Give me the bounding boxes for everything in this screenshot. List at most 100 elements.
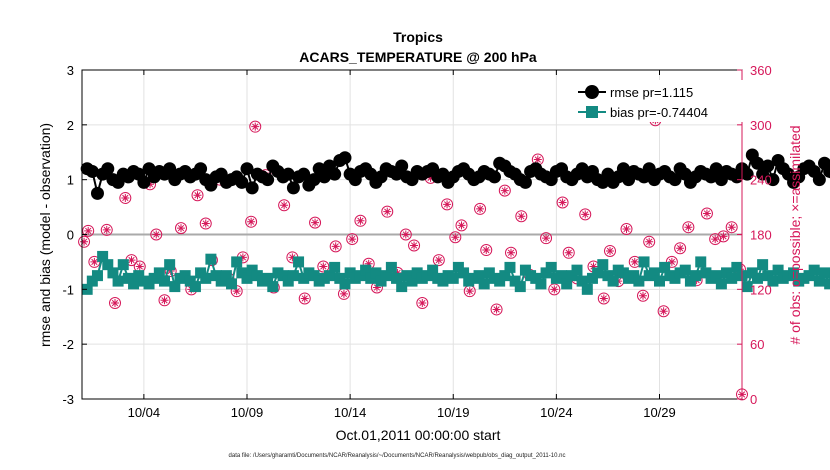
bias-point xyxy=(200,272,212,284)
rmse-point xyxy=(740,167,754,181)
obs-possible-marker xyxy=(100,223,113,236)
bias-point xyxy=(458,267,470,279)
obs-assimilated-marker xyxy=(465,287,474,296)
obs-possible-marker xyxy=(441,198,454,211)
bias-point xyxy=(339,278,351,290)
obs-possible-marker xyxy=(725,221,738,234)
bias-point xyxy=(679,264,691,276)
obs-assimilated-marker xyxy=(84,226,93,235)
obs-assimilated-marker xyxy=(434,256,443,265)
obs-possible-marker xyxy=(158,294,171,307)
obs-possible-marker xyxy=(597,292,610,305)
obs-possible-marker xyxy=(432,254,445,267)
obs-assimilated-marker xyxy=(507,248,515,257)
obs-possible-marker xyxy=(620,223,633,236)
bias-point xyxy=(767,275,779,287)
obs-assimilated-marker xyxy=(80,237,89,246)
obs-assimilated-marker xyxy=(702,209,711,218)
bias-point xyxy=(690,270,702,282)
rmse-point xyxy=(281,167,295,181)
obs-assimilated-marker xyxy=(533,155,542,164)
obs-possible-marker xyxy=(637,289,649,302)
bias-point xyxy=(545,261,557,273)
obs-assimilated-marker xyxy=(581,210,590,219)
rmse-point xyxy=(297,167,311,181)
obs-count-point xyxy=(700,207,713,220)
obs-count-point xyxy=(158,294,171,307)
obs-count-point xyxy=(455,219,468,232)
bias-point xyxy=(576,275,588,287)
obs-possible-marker xyxy=(298,292,311,305)
rmse-point xyxy=(101,162,115,176)
bias-point xyxy=(324,270,335,282)
bias-point xyxy=(241,272,253,284)
obs-assimilated-marker xyxy=(711,235,720,244)
rmse-series xyxy=(80,148,830,200)
obs-assimilated-marker xyxy=(500,186,509,195)
obs-assimilated-marker xyxy=(426,173,435,182)
obs-assimilated-marker xyxy=(90,257,99,266)
obs-possible-marker xyxy=(717,230,730,243)
obs-assimilated-marker xyxy=(280,201,289,210)
obs-possible-marker xyxy=(540,232,553,245)
axis-ticks: 10/04 10/09 10/14 10/19 10/24 10/29 -3 -2 -1 0 1 2 3… xyxy=(62,63,771,420)
obs-count-point xyxy=(556,196,569,209)
obs-assimilated-marker xyxy=(645,237,654,246)
obs-assimilated-marker xyxy=(331,242,340,251)
obs-possible-marker xyxy=(381,205,394,218)
bias-point xyxy=(91,270,103,282)
y-left-tick-label: -1 xyxy=(62,282,74,297)
obs-count-point xyxy=(597,292,610,305)
obs-count-point xyxy=(329,240,342,253)
x-tick-label: 10/09 xyxy=(231,405,264,420)
obs-assimilated-marker xyxy=(401,230,410,239)
obs-assimilated-marker xyxy=(319,262,328,271)
obs-assimilated-marker xyxy=(482,246,491,255)
obs-possible-marker xyxy=(245,215,258,228)
obs-assimilated-marker xyxy=(542,234,551,243)
rmse-point xyxy=(750,156,764,170)
obs-assimilated-marker xyxy=(247,217,256,226)
legend-rmse-label: rmse pr=1.115 xyxy=(610,85,693,100)
obs-assimilated-marker xyxy=(251,122,260,131)
obs-possible-marker xyxy=(682,221,695,234)
obs-possible-marker xyxy=(408,239,421,252)
bias-point xyxy=(164,259,176,271)
rmse-point xyxy=(328,167,342,181)
obs-count-point xyxy=(416,297,429,310)
bias-point xyxy=(772,264,784,276)
bias-point xyxy=(117,259,129,271)
rmse-point xyxy=(90,186,104,200)
legend-bias-marker xyxy=(586,106,598,118)
obs-count-point xyxy=(78,235,91,248)
bias-point xyxy=(592,267,604,279)
bias-point xyxy=(514,281,526,293)
bias-point xyxy=(112,275,124,287)
obs-possible-marker xyxy=(346,233,359,246)
obs-count-point xyxy=(604,244,616,257)
rmse-point xyxy=(163,162,177,176)
obs-assimilated-marker xyxy=(443,200,452,209)
rmse-point xyxy=(709,162,723,176)
bias-point xyxy=(813,275,825,287)
obs-possible-marker xyxy=(515,210,528,223)
obs-possible-marker xyxy=(562,246,575,259)
obs-count-point xyxy=(245,215,258,228)
obs-possible-marker xyxy=(498,184,511,197)
rmse-point xyxy=(823,164,830,178)
x-tick-label: 10/24 xyxy=(540,405,573,420)
bias-point xyxy=(499,270,511,282)
obs-assimilated-marker xyxy=(288,253,297,262)
bias-point xyxy=(788,267,800,279)
rmse-point xyxy=(317,170,331,184)
obs-assimilated-marker xyxy=(418,299,427,308)
bias-point xyxy=(226,278,238,290)
rmse-point xyxy=(518,175,532,189)
obs-possible-marker xyxy=(191,189,204,202)
obs-assimilated-marker xyxy=(177,224,185,233)
obs-possible-marker xyxy=(317,260,330,273)
legend-box xyxy=(575,80,743,122)
obs-possible-marker xyxy=(643,235,656,248)
bias-point xyxy=(385,261,397,273)
obs-count-point xyxy=(579,208,592,221)
